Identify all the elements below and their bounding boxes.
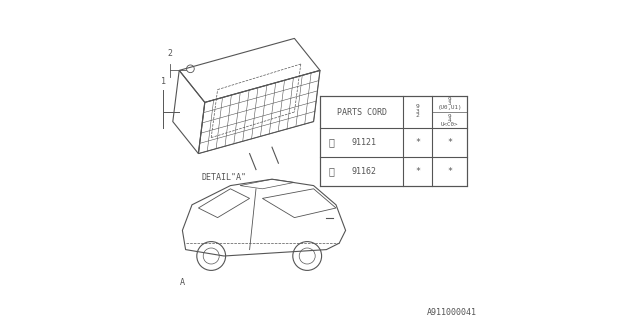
Text: 9
3
(U0,U1): 9 3 (U0,U1)	[437, 97, 462, 110]
Text: ②: ②	[328, 166, 334, 176]
Text: *: *	[447, 138, 452, 147]
Text: ①: ①	[328, 137, 334, 148]
Bar	[320, 96, 467, 186]
Text: 91162: 91162	[352, 167, 377, 176]
Text: A911000041: A911000041	[427, 308, 477, 317]
Text: 9
4
U<C0>: 9 4 U<C0>	[441, 114, 458, 127]
Text: 1: 1	[161, 77, 166, 86]
Text: 9
3
2: 9 3 2	[416, 104, 419, 118]
Text: *: *	[447, 167, 452, 176]
Text: 2: 2	[167, 49, 172, 58]
Text: A: A	[180, 278, 185, 287]
Text: 91121: 91121	[352, 138, 377, 147]
Text: *: *	[415, 167, 420, 176]
Text: PARTS CORD: PARTS CORD	[337, 108, 387, 116]
Text: DETAIL"A": DETAIL"A"	[202, 173, 246, 182]
Text: *: *	[415, 138, 420, 147]
